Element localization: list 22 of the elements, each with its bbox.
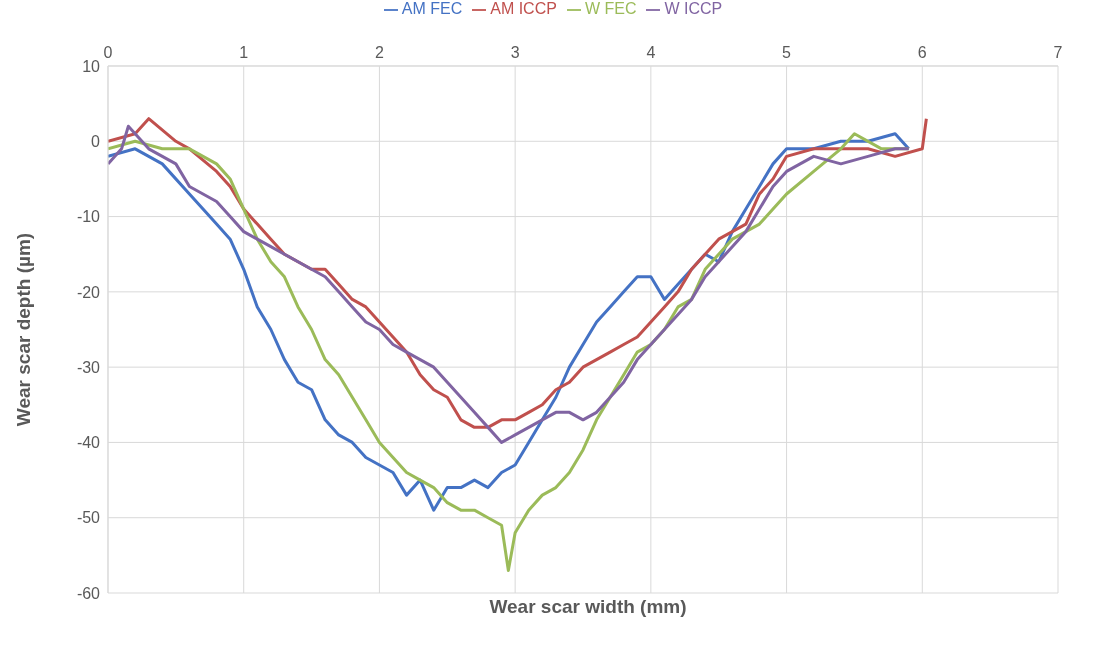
legend-label: AM FEC — [401, 0, 463, 17]
x-tick-label: 2 — [374, 44, 384, 61]
x-axis-title: Wear scar width (mm) — [489, 596, 687, 617]
x-tick-label: 1 — [239, 44, 249, 61]
y-tick-label: -60 — [76, 584, 101, 602]
legend-label: AM ICCP — [490, 0, 557, 17]
y-tick-label: -50 — [76, 509, 101, 527]
legend-label: W ICCP — [664, 0, 723, 17]
y-tick-label: -10 — [76, 208, 101, 226]
y-tick-label: -40 — [76, 434, 101, 452]
y-tick-label: 10 — [82, 57, 101, 75]
x-tick-label: 3 — [510, 44, 520, 61]
y-axis-title: Wear scar depth (µm) — [12, 232, 34, 427]
x-tick-label: 6 — [917, 44, 927, 61]
x-tick-label: 0 — [103, 44, 113, 61]
y-tick-label: -30 — [76, 358, 101, 376]
legend-label: W FEC — [584, 0, 637, 17]
y-tick-label: 0 — [91, 132, 101, 150]
y-tick-label: -20 — [76, 283, 101, 301]
x-tick-label: 7 — [1053, 44, 1063, 61]
x-tick-label: 4 — [646, 44, 656, 61]
x-tick-label: 5 — [782, 44, 792, 61]
